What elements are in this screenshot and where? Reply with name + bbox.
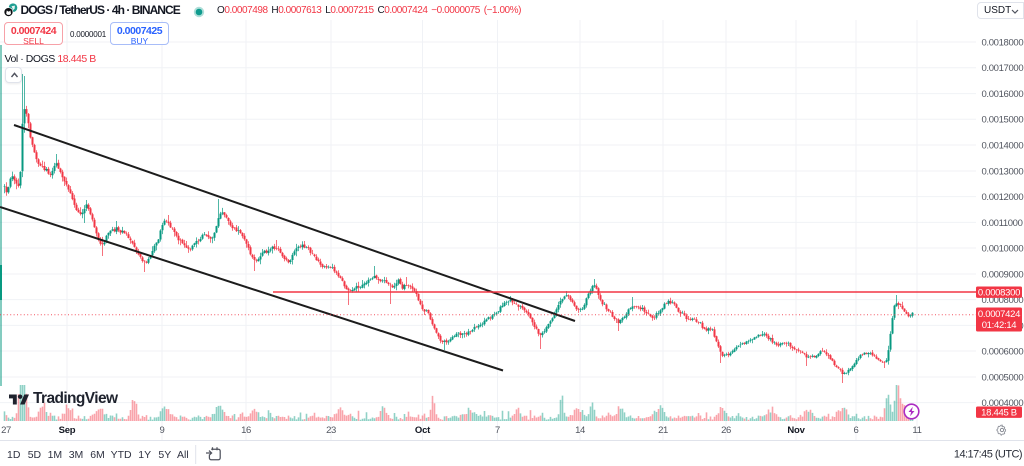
svg-text:1Y: 1Y [138,449,151,461]
svg-text:0.0016000: 0.0016000 [982,89,1024,100]
svg-text:14:17:45 (UTC): 14:17:45 (UTC) [954,449,1022,461]
svg-text:0.0015000: 0.0015000 [982,115,1024,126]
svg-text:0.0007424: 0.0007424 [978,309,1020,320]
svg-text:11: 11 [912,425,921,436]
svg-text:0.0011000: 0.0011000 [982,218,1023,229]
svg-text:21: 21 [658,425,668,436]
svg-text:0.0014000: 0.0014000 [982,140,1024,151]
svg-text:1D: 1D [7,449,21,461]
svg-text:6: 6 [854,425,859,436]
svg-text:Oct: Oct [415,425,431,436]
svg-text:0.0013000: 0.0013000 [982,166,1024,177]
svg-text:23: 23 [326,425,336,436]
svg-text:16: 16 [241,425,251,436]
svg-text:14: 14 [575,425,585,436]
svg-text:0.0006000: 0.0006000 [982,346,1024,357]
svg-text:01:42:14: 01:42:14 [982,320,1017,331]
svg-text:0.0012000: 0.0012000 [982,192,1024,203]
svg-text:0.0004000: 0.0004000 [982,398,1024,409]
svg-text:0.0018000: 0.0018000 [982,37,1024,48]
svg-text:0.0005000: 0.0005000 [982,372,1024,383]
svg-text:0.0010000: 0.0010000 [982,243,1024,254]
svg-text:0.0017000: 0.0017000 [982,63,1024,74]
svg-text:6M: 6M [90,449,105,461]
svg-text:5Y: 5Y [158,449,171,461]
svg-text:YTD: YTD [111,449,132,461]
svg-text:0.0008000: 0.0008000 [982,295,1024,306]
svg-text:Nov: Nov [787,425,805,436]
svg-text:27: 27 [1,425,11,436]
svg-text:Sep: Sep [59,425,76,436]
svg-text:0.0008300: 0.0008300 [978,287,1020,298]
svg-text:26: 26 [721,425,731,436]
svg-text:1M: 1M [48,449,63,461]
svg-text:3M: 3M [69,449,84,461]
svg-text:0.0009000: 0.0009000 [982,269,1024,280]
svg-text:All: All [177,449,189,461]
svg-text:7: 7 [495,425,500,436]
svg-text:18.445 B: 18.445 B [981,407,1017,418]
svg-text:9: 9 [160,425,165,436]
svg-text:5D: 5D [28,449,42,461]
